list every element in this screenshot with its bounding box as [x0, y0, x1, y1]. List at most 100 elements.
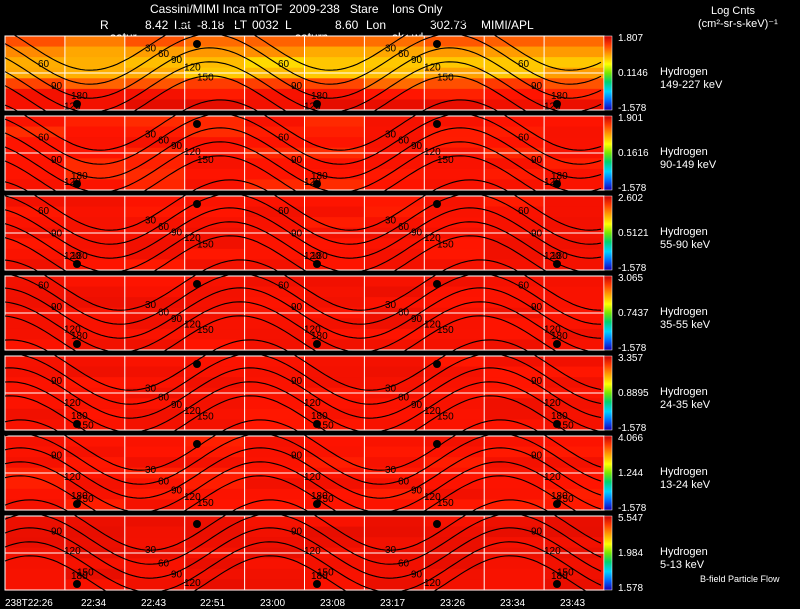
heatmap-cell	[244, 499, 306, 511]
heatmap-cell	[5, 259, 66, 271]
heatmap-cell	[424, 158, 485, 170]
b-field-direction-marker	[73, 260, 81, 268]
contour-label: 30	[145, 43, 157, 54]
heatmap-cell	[544, 206, 605, 218]
heatmap-cell	[64, 568, 126, 581]
heatmap-cell	[304, 137, 365, 149]
heatmap-cell	[424, 206, 485, 218]
heatmap-cell	[544, 318, 605, 330]
heatmap-cell	[184, 238, 246, 250]
contour-label: 60	[518, 206, 530, 217]
heatmap-cell	[424, 238, 485, 250]
heatmap-cell	[124, 457, 186, 469]
panel-label: Hydrogen 13-24 keV	[660, 466, 710, 492]
heatmap-cell	[424, 276, 485, 288]
heatmap-cell	[184, 126, 246, 138]
contour-label: 60	[398, 222, 410, 233]
heatmap-cell	[304, 168, 365, 181]
heatmap-cell	[544, 436, 605, 448]
heatmap-cell	[5, 558, 66, 570]
contour-line	[4, 61, 602, 113]
colorbar	[603, 355, 613, 431]
heatmap-cell	[484, 259, 545, 271]
heatmap-cell	[544, 478, 605, 490]
heatmap-cell	[304, 516, 365, 528]
colorbar-cmax-value: 5.547	[618, 513, 644, 524]
contour-label: 60	[38, 206, 50, 217]
heatmap-cell	[244, 568, 306, 581]
contour-label: 90	[171, 485, 183, 496]
x-tick-label: 23:43	[560, 598, 586, 609]
contour-label: 30	[145, 465, 157, 476]
heatmap-cell	[184, 248, 246, 261]
contour-label: 60	[278, 59, 290, 70]
heatmap-cell	[484, 516, 545, 528]
heatmap-cell	[484, 318, 545, 330]
heatmap-cell	[5, 297, 66, 309]
contour-label: 120	[64, 398, 81, 409]
contour-label: 120	[184, 406, 201, 417]
heatmap-cell	[424, 339, 485, 351]
heatmap-cell	[244, 408, 306, 421]
contour-label-180: 180	[551, 411, 568, 422]
heatmap-cell	[544, 377, 605, 389]
heatmap-cell	[184, 137, 246, 149]
heatmap-cell	[424, 57, 485, 69]
heatmap-cell	[484, 36, 545, 48]
heatmap-cell	[124, 568, 186, 581]
contour-line	[4, 419, 602, 471]
contour-label-180: 180	[311, 331, 328, 342]
heatmap-cell	[544, 526, 605, 538]
colorbar-cmid-value: 0.1146	[618, 68, 648, 79]
b-field-direction-marker	[553, 260, 561, 268]
colorbar-cmax-value: 1.807	[618, 33, 644, 44]
b-field-direction-marker	[313, 420, 321, 428]
heatmap-cell	[124, 366, 186, 378]
contour-line	[4, 99, 602, 151]
contour-label: 90	[51, 527, 63, 538]
contour-line	[4, 141, 602, 193]
header-l-label: L	[285, 18, 292, 32]
heatmap-cell	[184, 366, 246, 378]
contour-label: 150	[197, 325, 214, 336]
heatmap-cell	[484, 297, 545, 309]
heatmap-cell	[424, 137, 485, 149]
heatmap-cell	[424, 537, 485, 549]
heatmap-cell	[124, 238, 186, 250]
contour-line	[4, 461, 602, 513]
heatmap-cell	[244, 297, 306, 309]
heatmap-cell	[544, 408, 605, 421]
contour-label-180: 180	[551, 331, 568, 342]
contour-label-180: 180	[71, 171, 88, 182]
heatmap-cell	[124, 419, 186, 431]
panel-energy: 35-55 keV	[660, 319, 711, 331]
heatmap-cell	[5, 579, 66, 591]
heatmap-cell	[5, 516, 66, 528]
heatmap-cell	[124, 377, 186, 389]
b-field-direction-marker	[73, 340, 81, 348]
units-label-line2: (cm²-sr-s-keV)⁻¹	[698, 18, 778, 30]
contour-label: 90	[171, 227, 183, 238]
heatmap-cell	[424, 446, 485, 458]
heatmap-cell	[64, 259, 126, 271]
contour-label-180: 180	[551, 91, 568, 102]
heatmap-cell	[244, 419, 306, 431]
contour-label: 60	[518, 280, 530, 291]
contour-label: 150	[197, 72, 214, 83]
contour-line	[4, 555, 602, 607]
heatmap-cell	[364, 356, 425, 368]
contour-label: 150	[197, 498, 214, 509]
heatmap-cell	[364, 398, 425, 410]
heatmap-cell	[64, 436, 126, 448]
contour-label: 120	[424, 319, 441, 330]
heatmap-cell	[64, 339, 126, 351]
heatmap-cell	[364, 286, 425, 298]
heatmap-cell	[64, 356, 126, 368]
contour-label: 90	[51, 229, 63, 240]
heatmap-cell	[304, 99, 365, 111]
heatmap-cell	[124, 116, 186, 128]
heatmap-cell	[184, 579, 246, 591]
heatmap-cell	[5, 457, 66, 469]
b-field-direction-marker	[193, 440, 201, 448]
